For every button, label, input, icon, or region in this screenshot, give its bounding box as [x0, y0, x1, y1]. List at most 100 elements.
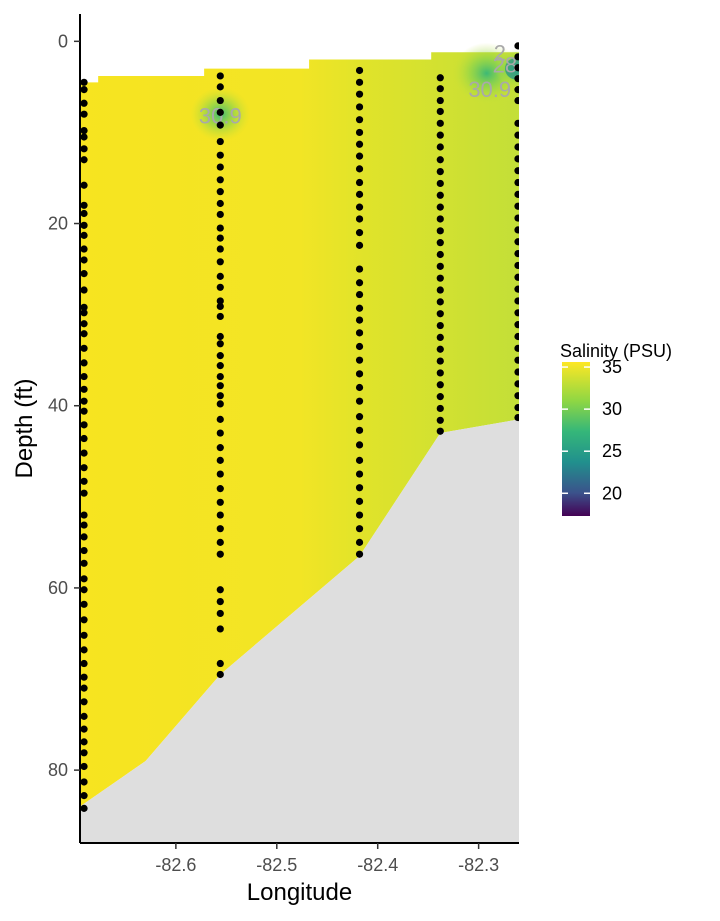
sample-point	[436, 310, 444, 318]
sample-point	[514, 297, 519, 305]
sample-point	[355, 190, 364, 198]
station-2	[216, 72, 224, 679]
sample-point	[436, 286, 444, 294]
sample-point	[80, 521, 88, 529]
sample-point	[80, 201, 88, 209]
sample-point	[216, 625, 224, 633]
station-3	[355, 66, 364, 558]
sample-point	[355, 342, 364, 351]
sample-point	[514, 403, 519, 412]
sample-point	[355, 456, 364, 464]
sample-point	[436, 239, 444, 247]
sample-point	[514, 42, 519, 50]
sample-point	[80, 725, 88, 733]
sample-point	[216, 137, 224, 146]
sample-point	[80, 231, 88, 239]
legend-ticks: 35 30 25 20	[562, 357, 622, 503]
sample-point	[514, 167, 519, 175]
station-1	[80, 78, 88, 812]
sample-point	[216, 511, 224, 519]
sample-point	[80, 631, 88, 639]
sample-point	[436, 369, 444, 377]
sample-point	[80, 320, 88, 328]
sample-point	[216, 444, 224, 452]
sample-point	[436, 74, 444, 82]
salinity-anomaly-core	[504, 57, 519, 80]
sample-point	[436, 191, 444, 199]
sample-point	[216, 597, 224, 606]
sample-point	[436, 107, 444, 116]
sample-point	[216, 362, 224, 370]
sample-point	[216, 258, 224, 266]
sample-point	[80, 78, 88, 86]
sample-point	[436, 119, 444, 127]
sample-point	[355, 550, 364, 558]
sample-point	[514, 285, 519, 293]
sample-point	[514, 190, 519, 198]
sample-point	[80, 684, 88, 692]
sample-point	[355, 229, 364, 237]
sample-point	[436, 168, 444, 176]
sample-point	[514, 332, 519, 341]
salinity-anomalies	[190, 42, 519, 142]
sample-point	[216, 199, 224, 208]
sample-point	[216, 670, 224, 679]
sample-point	[514, 413, 519, 422]
sample-point	[355, 426, 364, 434]
sample-point	[216, 72, 224, 80]
sample-point	[80, 309, 88, 317]
contour-label: 28	[493, 53, 517, 78]
sample-point	[355, 484, 364, 492]
sample-point	[355, 470, 364, 478]
sample-point	[355, 290, 364, 299]
sample-point	[355, 265, 364, 273]
sample-point	[80, 359, 88, 367]
x-tick-label: -82.4	[357, 855, 398, 875]
sample-point	[514, 356, 519, 364]
sample-point	[80, 738, 88, 746]
sample-point	[216, 83, 224, 91]
x-tick-label: -82.3	[458, 855, 499, 875]
sample-point	[80, 286, 88, 294]
sample-point	[436, 215, 444, 223]
sample-point	[514, 392, 519, 400]
sample-point	[80, 221, 88, 229]
sample-point	[216, 210, 224, 219]
sample-point	[355, 329, 364, 337]
sample-point	[216, 456, 224, 464]
sample-point	[436, 262, 444, 270]
sample-point	[216, 272, 224, 280]
sample-point	[80, 546, 88, 555]
sample-point	[355, 497, 364, 505]
sample-point	[514, 309, 519, 317]
sample-point	[436, 156, 444, 164]
sample-point	[514, 64, 519, 72]
sample-point	[216, 302, 224, 311]
sample-point	[355, 279, 364, 287]
sample-point	[216, 297, 224, 305]
sample-point	[80, 133, 88, 141]
sample-point	[514, 344, 519, 352]
sample-point	[436, 227, 444, 235]
sample-point	[436, 345, 444, 353]
sample-point	[216, 382, 224, 390]
sample-point	[355, 370, 364, 378]
sample-point	[216, 525, 224, 533]
sample-point	[514, 202, 519, 210]
sample-point	[216, 415, 224, 423]
sample-point	[355, 152, 364, 160]
sample-point	[80, 586, 88, 594]
sample-point	[80, 245, 88, 253]
sample-point	[216, 283, 224, 291]
sample-point	[216, 429, 224, 437]
sample-point	[436, 96, 444, 105]
sample-point	[436, 179, 444, 188]
sample-point	[514, 155, 519, 163]
sample-point	[514, 238, 519, 246]
sample-point	[436, 274, 444, 282]
sample-point	[80, 511, 88, 519]
sample-point	[216, 245, 224, 253]
sample-point	[355, 383, 364, 392]
sample-point	[80, 256, 88, 264]
